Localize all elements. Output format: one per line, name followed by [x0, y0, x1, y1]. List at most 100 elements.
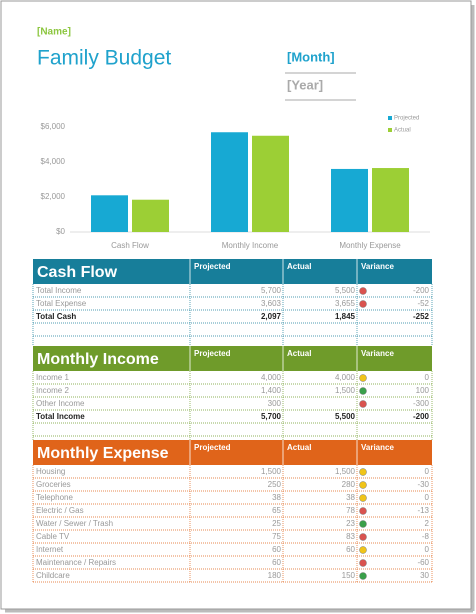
column-header: Actual	[287, 349, 311, 358]
row-label: Total Cash	[36, 312, 76, 321]
variance-cell: -300	[413, 399, 430, 408]
row-label: Housing	[36, 467, 65, 476]
variance-cell: -52	[417, 299, 429, 308]
status-indicator	[359, 572, 367, 580]
column-header: Variance	[361, 349, 394, 358]
projected-cell: 60	[272, 545, 281, 554]
actual-cell: 280	[342, 480, 356, 489]
variance-cell: -252	[413, 312, 430, 321]
projected-cell: 2,097	[261, 312, 282, 321]
month-field: [Month]	[287, 49, 335, 64]
projected-cell: 5,700	[261, 286, 282, 295]
status-indicator	[359, 387, 367, 395]
page-title: Family Budget	[37, 47, 171, 70]
y-tick-label: $0	[56, 227, 65, 236]
status-indicator	[359, 507, 367, 515]
section-title: Monthly Expense	[37, 445, 169, 462]
variance-cell: -60	[417, 558, 429, 567]
status-indicator	[359, 287, 367, 295]
row-label: Water / Sewer / Trash	[36, 519, 113, 528]
actual-cell: 78	[346, 506, 355, 515]
year-field: [Year]	[287, 77, 323, 92]
projected-cell: 65	[272, 506, 281, 515]
legend-label: Actual	[394, 128, 411, 134]
projected-cell: 300	[268, 399, 282, 408]
row-label: Telephone	[36, 493, 73, 502]
projected-cell: 38	[272, 493, 281, 502]
projected-cell: 5,700	[261, 412, 282, 421]
variance-cell: -200	[413, 412, 430, 421]
variance-cell: -8	[422, 532, 430, 541]
section-header	[33, 440, 432, 465]
column-header: Projected	[194, 349, 231, 358]
row-label: Cable TV	[36, 532, 70, 541]
row-label: Income 2	[36, 386, 69, 395]
column-header: Projected	[194, 443, 231, 452]
status-indicator	[359, 546, 367, 554]
x-tick-label: Monthly Expense	[339, 241, 401, 250]
bar	[211, 132, 248, 232]
projected-cell: 3,603	[261, 299, 282, 308]
column-header: Actual	[287, 262, 311, 271]
column-header: Actual	[287, 443, 311, 452]
status-indicator	[359, 520, 367, 528]
variance-cell: 0	[425, 373, 430, 382]
actual-cell: 38	[346, 493, 355, 502]
y-tick-label: $6,000	[41, 122, 66, 131]
bar	[372, 168, 409, 232]
row-label: Other Income	[36, 399, 85, 408]
x-tick-label: Cash Flow	[111, 241, 149, 250]
variance-cell: 30	[420, 571, 429, 580]
projected-cell: 1,500	[261, 467, 282, 476]
status-indicator	[359, 300, 367, 308]
projected-cell: 60	[272, 558, 281, 567]
row-label: Maintenance / Repairs	[36, 558, 116, 567]
projected-cell: 25	[272, 519, 281, 528]
actual-cell: 23	[346, 519, 355, 528]
variance-cell: -13	[417, 506, 429, 515]
section-title: Cash Flow	[37, 264, 118, 281]
status-indicator	[359, 400, 367, 408]
bar	[252, 135, 289, 232]
bar	[331, 168, 368, 232]
status-indicator	[359, 559, 367, 567]
row-label: Childcare	[36, 571, 70, 580]
projected-cell: 1,400	[261, 386, 282, 395]
status-indicator	[359, 481, 367, 489]
actual-cell: 1,500	[335, 467, 356, 476]
projected-cell: 180	[268, 571, 282, 580]
status-indicator	[359, 533, 367, 541]
actual-cell: 5,500	[335, 412, 356, 421]
row-label: Total Expense	[36, 299, 87, 308]
column-header: Variance	[361, 262, 394, 271]
column-header: Variance	[361, 443, 394, 452]
actual-cell: 5,500	[335, 286, 356, 295]
actual-cell: 60	[346, 545, 355, 554]
section-title: Monthly Income	[37, 351, 159, 368]
status-indicator	[359, 374, 367, 382]
variance-cell: -200	[413, 286, 430, 295]
row-label: Total Income	[36, 412, 85, 421]
projected-cell: 75	[272, 532, 281, 541]
variance-cell: 0	[425, 467, 430, 476]
row-label: Income 1	[36, 373, 69, 382]
projected-cell: 250	[268, 480, 282, 489]
variance-cell: 0	[425, 545, 430, 554]
row-label: Internet	[36, 545, 64, 554]
actual-cell: 83	[346, 532, 355, 541]
variance-cell: 2	[425, 519, 430, 528]
name-field: [Name]	[37, 27, 71, 38]
status-indicator	[359, 468, 367, 476]
actual-cell: 1,500	[335, 386, 356, 395]
bar	[132, 199, 169, 232]
variance-cell: 100	[416, 386, 430, 395]
variance-cell: 0	[425, 493, 430, 502]
x-tick-label: Monthly Income	[222, 241, 279, 250]
column-header: Projected	[194, 262, 231, 271]
row-label: Groceries	[36, 480, 71, 489]
section-header	[33, 346, 432, 371]
section-header	[33, 259, 432, 284]
y-tick-label: $4,000	[41, 157, 66, 166]
